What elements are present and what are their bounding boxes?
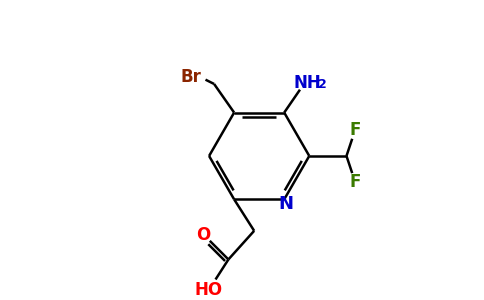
Text: 2: 2	[318, 78, 327, 91]
Text: F: F	[349, 173, 361, 191]
Text: F: F	[349, 121, 361, 139]
Text: NH: NH	[293, 74, 321, 92]
Text: N: N	[278, 196, 293, 214]
Text: O: O	[197, 226, 211, 244]
Text: HO: HO	[194, 281, 223, 299]
Text: Br: Br	[181, 68, 202, 86]
